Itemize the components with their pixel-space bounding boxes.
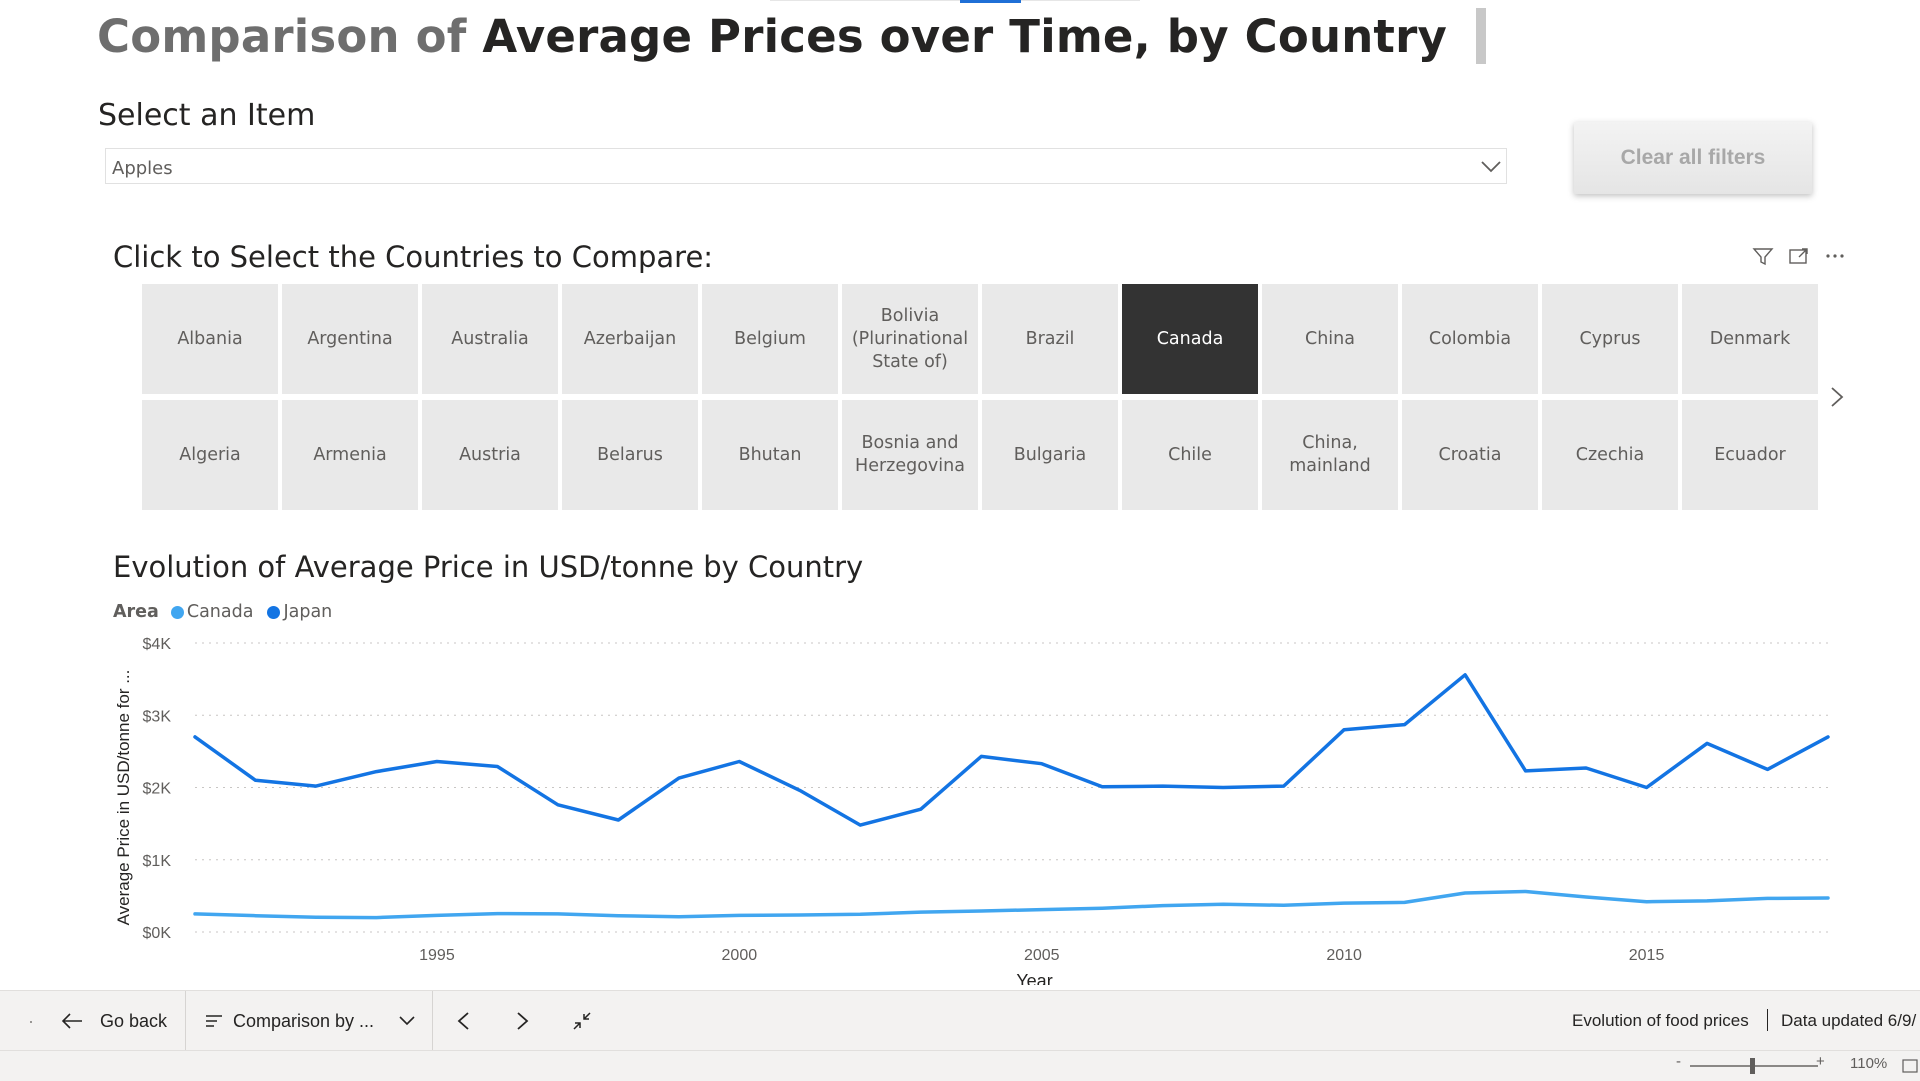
nav-divider <box>1767 1009 1768 1031</box>
next-page-button[interactable] <box>516 991 530 1051</box>
country-tile[interactable]: China, mainland <box>1262 400 1398 510</box>
country-tile-grid: Albania Argentina Australia Azerbaijan Belgi… <box>142 284 1820 510</box>
country-tile[interactable]: Canada <box>1122 284 1258 394</box>
country-tile[interactable]: Armenia <box>282 400 418 510</box>
x-tick-label: 2015 <box>1629 947 1665 964</box>
country-tile[interactable]: Colombia <box>1402 284 1538 394</box>
country-tile[interactable]: Australia <box>422 284 558 394</box>
chevron-right-icon <box>517 1012 529 1030</box>
country-tile[interactable]: China <box>1262 284 1398 394</box>
y-tick-label: $3K <box>143 708 172 725</box>
zoom-level: 110% <box>1850 1055 1888 1072</box>
chevron-down-icon[interactable] <box>1480 160 1502 174</box>
country-tile[interactable]: Austria <box>422 400 558 510</box>
zoom-out-button[interactable]: - <box>1676 1053 1681 1070</box>
country-tile[interactable]: Bhutan <box>702 400 838 510</box>
country-tile[interactable]: Bosnia and Herzegovina <box>842 400 978 510</box>
go-back-label: Go back <box>100 1010 168 1031</box>
page-title-prefix: Comparison of <box>97 10 467 63</box>
top-divider <box>770 0 1140 1</box>
pages-list-icon <box>206 1015 222 1027</box>
item-dropdown-value[interactable]: Apples <box>112 158 173 179</box>
data-updated-text: Data updated 6/9/ <box>1781 1011 1917 1030</box>
page-title: Comparison of Average Prices over Time, … <box>97 10 1447 63</box>
page-title-main: Average Prices over Time, by Country <box>482 10 1448 63</box>
country-tile[interactable]: Azerbaijan <box>562 284 698 394</box>
chart-title: Evolution of Average Price in USD/tonne … <box>113 550 864 584</box>
legend-item-canada[interactable]: Canada <box>170 602 254 622</box>
exit-fullscreen-button[interactable] <box>572 991 592 1051</box>
zoom-slider-thumb[interactable] <box>1750 1058 1755 1074</box>
arrow-left-icon <box>61 1013 82 1029</box>
go-back-button[interactable]: Go back <box>60 991 167 1051</box>
series-line-canada <box>193 889 1830 920</box>
active-page-indicator <box>960 0 1021 3</box>
collapse-icon <box>573 1012 591 1030</box>
scrollbar-thumb[interactable] <box>1476 8 1486 64</box>
country-tile[interactable]: Algeria <box>142 400 278 510</box>
x-tick-label: 1995 <box>419 947 455 964</box>
country-tile[interactable]: Bulgaria <box>982 400 1118 510</box>
more-options-icon[interactable] <box>1824 245 1846 267</box>
country-tile[interactable]: Argentina <box>282 284 418 394</box>
country-tile[interactable]: Chile <box>1122 400 1258 510</box>
legend-item-japan[interactable]: Japan <box>267 602 332 622</box>
focus-mode-icon[interactable] <box>1788 245 1810 267</box>
filter-icon[interactable] <box>1752 245 1774 267</box>
legend-title: Area <box>113 602 159 622</box>
item-dropdown[interactable] <box>105 148 1507 184</box>
previous-page-button[interactable] <box>456 991 470 1051</box>
country-tile[interactable]: Belgium <box>702 284 838 394</box>
x-axis-label: Year <box>1016 971 1052 985</box>
nav-divider <box>432 991 433 1051</box>
country-tile[interactable]: Albania <box>142 284 278 394</box>
report-navigation-bar: · Go back Comparison by ... Evolution of… <box>0 990 1920 1051</box>
country-tile[interactable]: Czechia <box>1542 400 1678 510</box>
nav-dot: · <box>28 1010 34 1031</box>
chevron-down-icon <box>399 1016 415 1026</box>
legend-dot <box>267 605 281 619</box>
legend-label: Canada <box>186 602 254 622</box>
x-tick-label: 2005 <box>1024 947 1060 964</box>
item-select-label: Select an Item <box>98 98 316 133</box>
country-tile[interactable]: Ecuador <box>1682 400 1818 510</box>
y-tick-label: $2K <box>143 781 172 798</box>
y-axis-label: Average Price in USD/tonne for ... <box>114 670 133 926</box>
chevron-right-icon[interactable] <box>1830 386 1844 408</box>
country-tile[interactable]: Brazil <box>982 284 1118 394</box>
clear-all-filters-button[interactable]: Clear all filters <box>1574 122 1812 194</box>
series-line-japan <box>193 673 1830 827</box>
country-tile[interactable]: Cyprus <box>1542 284 1678 394</box>
x-tick-label: 2010 <box>1326 947 1362 964</box>
y-tick-label: $4K <box>143 636 172 653</box>
line-chart: $0K $1K $2K $3K $4K 1995 2000 2005 2010 2015 Year A… <box>114 636 1830 985</box>
status-bar: - + 110% <box>0 1050 1920 1081</box>
zoom-in-button[interactable]: + <box>1816 1053 1825 1070</box>
legend-label: Japan <box>283 602 333 622</box>
page-selector-label: Comparison by ... <box>233 1010 375 1031</box>
country-tile[interactable]: Belarus <box>562 400 698 510</box>
country-tile[interactable]: Croatia <box>1402 400 1538 510</box>
page-selector[interactable]: Comparison by ... <box>205 991 416 1051</box>
chevron-left-icon <box>457 1012 469 1030</box>
report-name: Evolution of food prices <box>1572 1011 1749 1030</box>
country-tile[interactable]: Denmark <box>1682 284 1818 394</box>
country-slicer-title: Click to Select the Countries to Compare… <box>113 240 714 274</box>
visual-header <box>1752 244 1846 268</box>
legend-dot <box>170 605 184 619</box>
fit-to-page-icon[interactable] <box>1902 1059 1918 1073</box>
y-tick-label: $1K <box>143 853 172 870</box>
chart-legend: Area Canada Japan <box>113 602 342 622</box>
y-tick-label: $0K <box>143 925 172 942</box>
nav-divider <box>185 991 186 1051</box>
country-tile[interactable]: Bolivia (Plurinational State of) <box>842 284 978 394</box>
x-tick-label: 2000 <box>722 947 758 964</box>
